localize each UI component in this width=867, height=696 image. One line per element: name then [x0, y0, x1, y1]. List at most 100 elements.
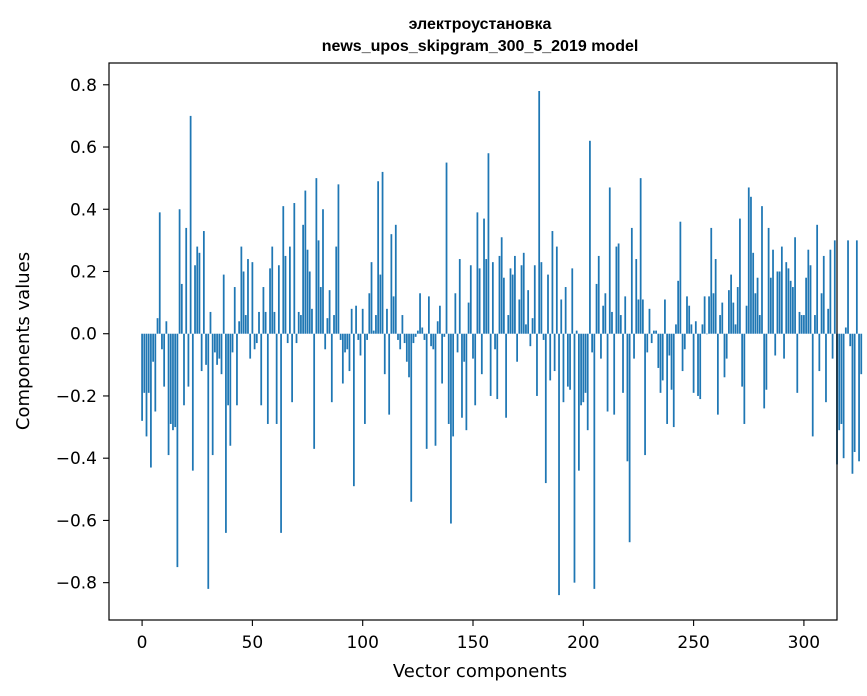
bar [851, 333, 854, 474]
bar [569, 333, 571, 390]
bar [317, 240, 320, 334]
bar [619, 315, 622, 334]
bar [716, 333, 719, 415]
bar [350, 308, 353, 334]
bar [465, 333, 468, 431]
bar [143, 333, 146, 393]
bar [491, 262, 494, 334]
bar [653, 330, 655, 334]
y-axis-label: Components values [13, 252, 34, 430]
bar [403, 333, 406, 344]
bar [386, 308, 388, 334]
bar [240, 246, 243, 334]
bar [289, 246, 291, 334]
bar [613, 333, 616, 415]
bar [745, 305, 748, 334]
x-tick-label: 300 [788, 633, 820, 653]
bar [315, 178, 318, 334]
bar [794, 237, 796, 334]
bar [496, 333, 499, 400]
bar [803, 315, 805, 334]
bar [732, 302, 735, 334]
x-tick-label: 250 [677, 633, 709, 653]
bar [686, 296, 688, 334]
bar [500, 237, 503, 334]
bar [158, 212, 161, 334]
bar [553, 333, 556, 372]
y-tick-label: −0.2 [56, 387, 97, 407]
bar [172, 333, 174, 431]
bar [712, 293, 715, 334]
bar [635, 259, 638, 334]
bar [216, 333, 218, 365]
bar [432, 333, 435, 350]
bar [774, 333, 777, 356]
bar [214, 333, 216, 353]
x-tick-label: 0 [137, 633, 148, 653]
bar [842, 333, 845, 459]
bar [176, 333, 179, 568]
bar [167, 333, 170, 456]
bar [390, 234, 393, 334]
bar [178, 209, 181, 334]
bar [792, 287, 794, 334]
bar [575, 330, 578, 334]
bar [375, 315, 377, 334]
bar [697, 333, 699, 396]
bar [225, 333, 227, 533]
bar [231, 333, 234, 353]
bar [227, 333, 229, 406]
bar [304, 190, 307, 334]
bar [661, 333, 664, 381]
bar [644, 333, 646, 456]
bar [381, 171, 384, 334]
bar [721, 302, 724, 334]
bar [589, 140, 591, 334]
bar [183, 333, 185, 406]
bar [441, 333, 443, 384]
bar [796, 333, 799, 393]
bar [544, 333, 547, 484]
bar [377, 181, 380, 334]
bar [822, 255, 825, 334]
bar [805, 277, 807, 334]
bar [238, 321, 241, 334]
y-tick-label: 0.8 [70, 76, 97, 96]
bar [699, 333, 702, 400]
bar [578, 333, 580, 471]
bar [617, 243, 620, 334]
bar [361, 308, 364, 334]
bar [648, 308, 651, 334]
bar [244, 315, 247, 334]
bar [525, 324, 527, 334]
bar [827, 308, 830, 334]
bar [664, 299, 666, 334]
y-tick-label: 0.2 [70, 262, 97, 282]
bar [150, 333, 152, 468]
x-tick-label: 150 [457, 633, 489, 653]
bar [337, 184, 340, 334]
bar [447, 333, 450, 424]
bar [425, 333, 428, 449]
y-tick-label: 0.4 [70, 200, 97, 220]
bar [756, 277, 759, 334]
bar [392, 296, 395, 334]
bar [829, 249, 832, 334]
bar [637, 299, 640, 334]
bar [701, 324, 704, 334]
bar [439, 305, 441, 334]
bar [659, 333, 662, 393]
bar [582, 333, 585, 403]
bar [855, 240, 858, 334]
bar [275, 333, 278, 424]
bar [503, 277, 505, 334]
bar [339, 333, 342, 340]
bar [624, 296, 627, 334]
bar [255, 333, 258, 344]
bar [547, 274, 549, 334]
bar [478, 268, 481, 334]
bar [412, 333, 415, 344]
bar [443, 333, 446, 337]
bar [202, 231, 205, 334]
bar [280, 333, 282, 533]
